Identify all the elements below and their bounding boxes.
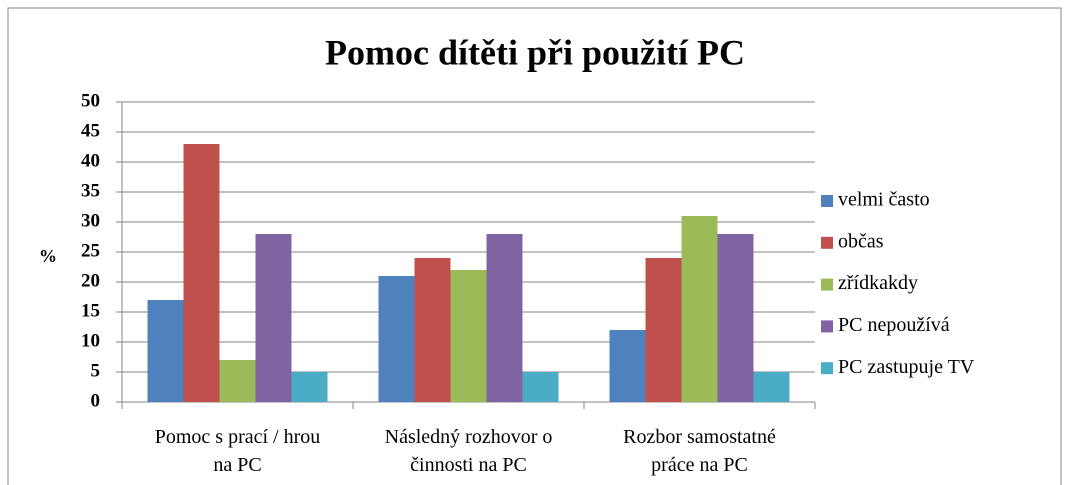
chart-frame [7, 7, 1062, 485]
legend-label: PC nepoužívá [838, 314, 950, 336]
bar [681, 216, 718, 402]
legend-swatch [821, 320, 833, 333]
bar [645, 258, 682, 402]
y-tick-label: 10 [81, 330, 100, 351]
bar [522, 372, 559, 402]
legend-label: velmi často [838, 189, 930, 211]
legend-swatch [821, 236, 833, 249]
bar [219, 360, 256, 402]
bar [183, 144, 220, 402]
y-tick-label: 0 [91, 390, 101, 411]
bar [255, 234, 292, 402]
x-tick-label: Rozbor samostatné práce na PC [623, 426, 776, 476]
legend-label: občas [838, 230, 884, 252]
bar [609, 330, 646, 402]
x-tick-label: Pomoc s prací / hrou na PC [155, 426, 321, 476]
y-axis-label: % [39, 246, 57, 266]
bar [450, 270, 487, 402]
y-tick-label: 25 [81, 240, 100, 261]
y-tick-label: 40 [81, 150, 100, 171]
y-tick-label: 15 [81, 300, 100, 321]
bar [291, 372, 328, 402]
chart-title: Pomoc dítěti při použití PC [325, 32, 745, 72]
y-tick-label: 20 [81, 270, 100, 291]
x-tick-label: Následný rozhovor o činnosti na PC [385, 426, 553, 476]
y-tick-label: 35 [81, 180, 100, 201]
legend-swatch [821, 362, 833, 375]
bar [147, 300, 184, 402]
y-tick-label: 45 [81, 120, 100, 141]
legend-swatch [821, 278, 833, 291]
bar [486, 234, 523, 402]
legend-label: PC zastupuje TV [838, 356, 975, 378]
bar [717, 234, 754, 402]
y-tick-label: 50 [81, 90, 100, 111]
legend-swatch [821, 195, 833, 207]
bar [753, 372, 790, 402]
y-tick-label: 30 [81, 210, 100, 231]
bar [378, 276, 415, 402]
y-tick-label: 5 [91, 360, 101, 381]
bar [414, 258, 451, 402]
legend-label: zřídkakdy [838, 272, 918, 294]
